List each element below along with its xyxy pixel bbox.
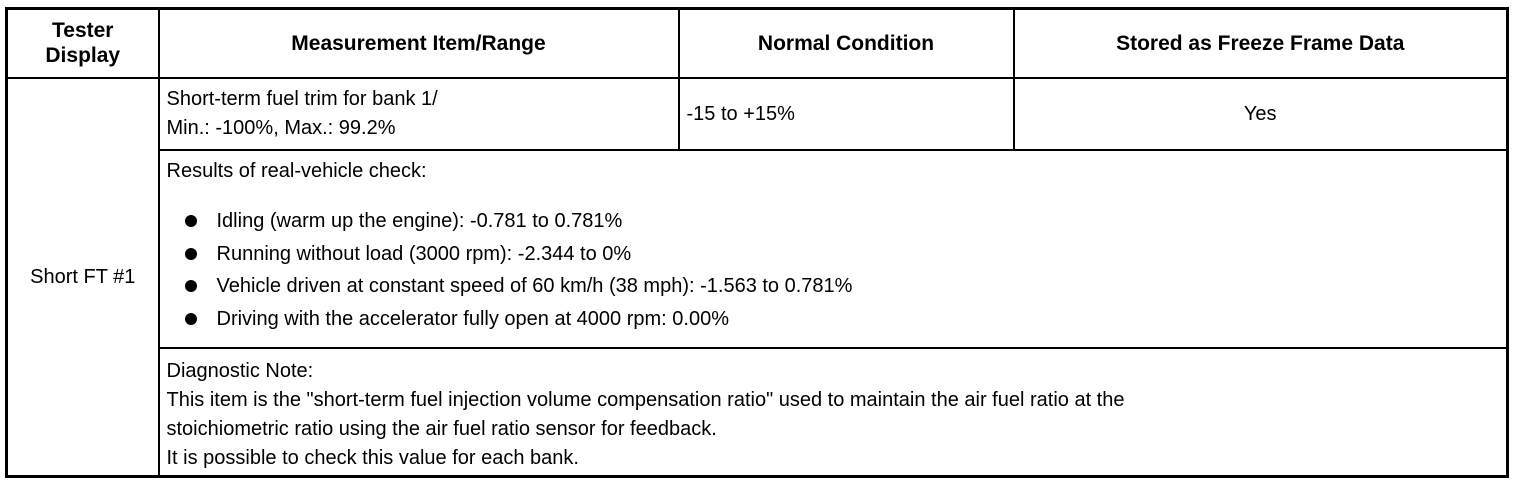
check-intro: Results of real-vehicle check: [166,160,427,183]
note-line-3: It is possible to check this value for e… [166,446,579,469]
header-freeze-frame: Stored as Freeze Frame Data [1012,7,1509,79]
bullet-icon [184,215,197,228]
data-list-table: Tester Display Measurement Item/Range No… [5,7,1509,478]
freeze-frame-cell: Yes [1012,76,1509,152]
list-item: Vehicle driven at constant speed of 60 k… [184,270,1507,303]
measurement-line-1: Short-term fuel trim for bank 1/ [166,88,438,111]
table-row: Results of real-vehicle check: Idling (w… [7,149,1509,349]
list-item-text: Idling (warm up the engine): -0.781 to 0… [216,210,623,233]
header-measurement-item: Measurement Item/Range [157,7,680,79]
note-line-2: stoichiometric ratio using the air fuel … [166,417,717,440]
list-item: Idling (warm up the engine): -0.781 to 0… [184,205,1507,238]
list-item-text: Vehicle driven at constant speed of 60 k… [216,275,853,298]
table-header-row: Tester Display Measurement Item/Range No… [5,7,1509,79]
bullet-icon [184,280,197,293]
header-tester-display: Tester Display [5,7,160,79]
vehicle-check-cell: Results of real-vehicle check: Idling (w… [157,149,1509,349]
list-item: Running without load (3000 rpm): -2.344 … [184,238,1507,271]
diagnostic-note-cell: Diagnostic Note: This item is the "short… [157,346,1509,478]
header-normal-condition: Normal Condition [677,7,1015,79]
bullet-icon [184,312,197,325]
tester-display-cell: Short FT #1 [5,76,160,478]
note-line-1: This item is the "short-term fuel inject… [166,388,1125,411]
normal-condition-cell: -15 to +15% [677,76,1015,152]
check-results-list: Idling (warm up the engine): -0.781 to 0… [167,205,1507,335]
measurement-cell: Short-term fuel trim for bank 1/ Min.: -… [157,76,680,152]
list-item-text: Running without load (3000 rpm): -2.344 … [216,242,632,265]
table-row: Short FT #1 Short-term fuel trim for ban… [5,76,1509,478]
note-title: Diagnostic Note: [166,359,314,382]
measurement-line-2: Min.: -100%, Max.: 99.2% [166,117,396,140]
bullet-icon [184,247,197,260]
table-row: Diagnostic Note: This item is the "short… [7,346,1509,478]
list-item: Driving with the accelerator fully open … [184,303,1507,336]
list-item-text: Driving with the accelerator fully open … [216,307,730,330]
